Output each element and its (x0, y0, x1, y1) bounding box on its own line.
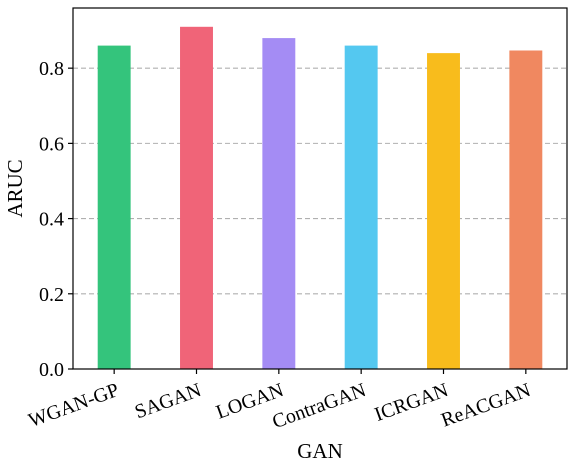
plot-frame (72, 7, 568, 370)
y-tick-label: 0.4 (39, 209, 64, 231)
x-axis-label: GAN (297, 439, 343, 463)
y-axis-ticks: 0.0 0.2 0.4 0.6 0.8 (39, 58, 73, 381)
bar-contragan (344, 45, 378, 370)
y-tick-label: 0.8 (39, 58, 64, 80)
bar-layer (97, 26, 543, 370)
x-tick-label: ContraGAN (269, 379, 368, 433)
y-tick-label: 0.2 (39, 284, 64, 306)
bar-reacgan (509, 50, 543, 370)
x-tick-label: ReACGAN (438, 379, 533, 432)
x-tick-label: SAGAN (132, 379, 204, 423)
grid-layer (73, 67, 567, 295)
x-tick-label: ICRGAN (372, 379, 452, 426)
bar-icrgan (427, 53, 460, 369)
bar-wgan-gp (97, 45, 131, 370)
bar-sagan (180, 26, 213, 369)
y-tick-label: 0.6 (39, 133, 64, 155)
x-tick-label: WGAN-GP (26, 379, 122, 432)
y-axis-label: ARUC (3, 159, 27, 217)
y-tick-label: 0.0 (39, 359, 64, 381)
bar-logan (262, 38, 296, 369)
